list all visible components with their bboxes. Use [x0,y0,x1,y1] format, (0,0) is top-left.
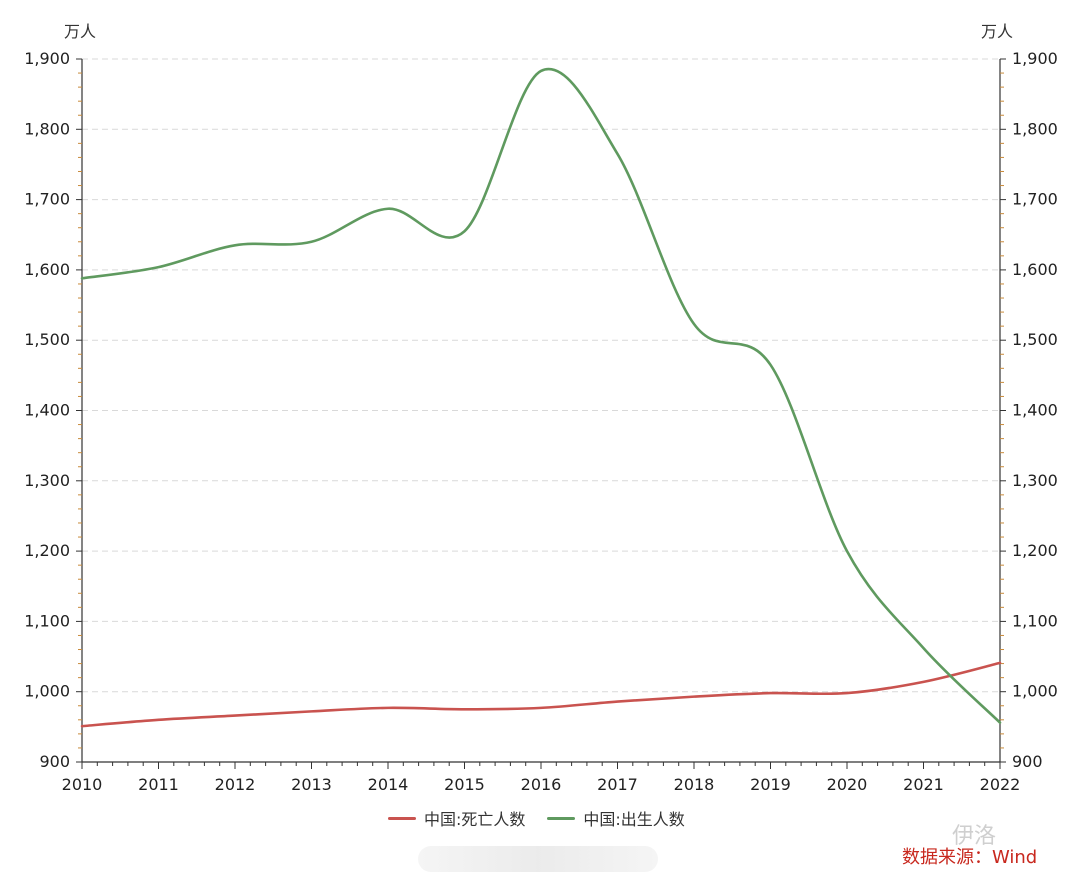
x-tick-label: 2020 [827,775,868,794]
series-line-births [80,67,1002,724]
y-tick-label-left: 1,000 [24,682,70,701]
x-tick-label: 2013 [291,775,332,794]
y-tick-label-left: 1,800 [24,119,70,138]
legend-label-births: 中国:出生人数 [583,810,685,829]
y-tick-label-left: 1,600 [24,260,70,279]
y-tick-label-left: 1,700 [24,190,70,209]
series-lines [80,67,1002,728]
y-tick-label-right: 900 [1012,752,1043,771]
y-tick-label-left: 1,300 [24,471,70,490]
x-tick-label: 2010 [62,775,103,794]
x-tick-label: 2021 [903,775,944,794]
axes: 900 900 1,000 1,000 1,100 1,100 1,200 1,200 1,30… [24,49,1058,794]
y-tick-label-left: 1,900 [24,49,70,68]
y-tick-label-right: 1,000 [1012,682,1058,701]
y-tick-label-left: 900 [39,752,70,771]
legend-swatch-deaths [388,816,416,820]
x-tick-label: 2016 [521,775,562,794]
y-tick-label-right: 1,200 [1012,541,1058,560]
x-tick-label: 2018 [674,775,715,794]
watermark: 伊洛 [952,824,997,849]
x-tick-label: 2022 [980,775,1021,794]
y-tick-label-right: 1,800 [1012,119,1058,138]
y-tick-label-right: 1,400 [1012,401,1058,420]
legend: 中国:死亡人数 中国:出生人数 [388,806,685,830]
y-tick-label-left: 1,200 [24,541,70,560]
x-tick-label: 2017 [597,775,638,794]
y-tick-label-left: 1,100 [24,611,70,630]
x-tick-label: 2019 [750,775,791,794]
x-tick-label: 2012 [215,775,256,794]
y-tick-label-left: 1,400 [24,401,70,420]
blurred-bar [418,846,658,872]
x-tick-label: 2015 [444,775,485,794]
gridlines [82,58,1000,693]
right-axis-unit: 万人 [981,22,1014,41]
legend-label-deaths: 中国:死亡人数 [424,810,526,829]
x-tick-label: 2011 [138,775,179,794]
legend-swatch-births [547,816,576,820]
x-tick-label: 2014 [368,775,409,794]
series-line-deaths [80,661,1002,728]
data-source: 数据来源：Wind [902,847,1038,868]
left-axis-unit: 万人 [64,22,97,41]
y-tick-label-right: 1,300 [1012,471,1058,490]
y-tick-label-right: 1,600 [1012,260,1058,279]
legend-item-deaths[interactable]: 中国:死亡人数 [388,806,525,830]
y-tick-label-right: 1,100 [1012,611,1058,630]
y-tick-label-right: 1,500 [1012,330,1058,349]
y-tick-label-right: 1,900 [1012,49,1058,68]
legend-item-births[interactable]: 中国:出生人数 [547,806,685,830]
y-tick-label-right: 1,700 [1012,190,1058,209]
y-tick-label-left: 1,500 [24,330,70,349]
